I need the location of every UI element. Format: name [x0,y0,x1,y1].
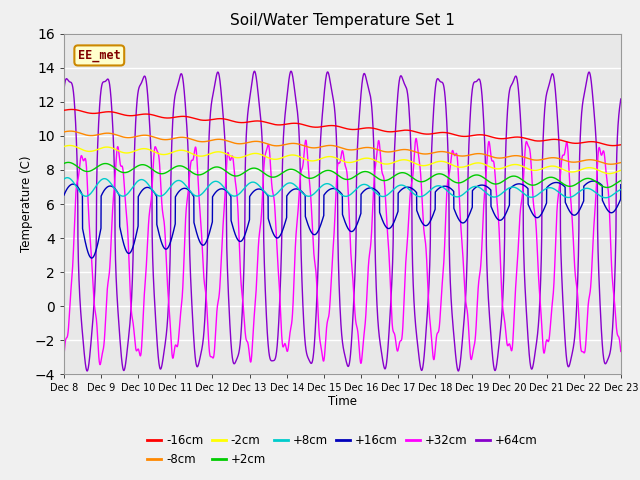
Title: Soil/Water Temperature Set 1: Soil/Water Temperature Set 1 [230,13,455,28]
Text: EE_met: EE_met [78,49,121,62]
Y-axis label: Temperature (C): Temperature (C) [20,156,33,252]
Legend: -16cm, -8cm, -2cm, +2cm, +8cm, +16cm, +32cm, +64cm: -16cm, -8cm, -2cm, +2cm, +8cm, +16cm, +3… [143,430,542,471]
X-axis label: Time: Time [328,395,357,408]
